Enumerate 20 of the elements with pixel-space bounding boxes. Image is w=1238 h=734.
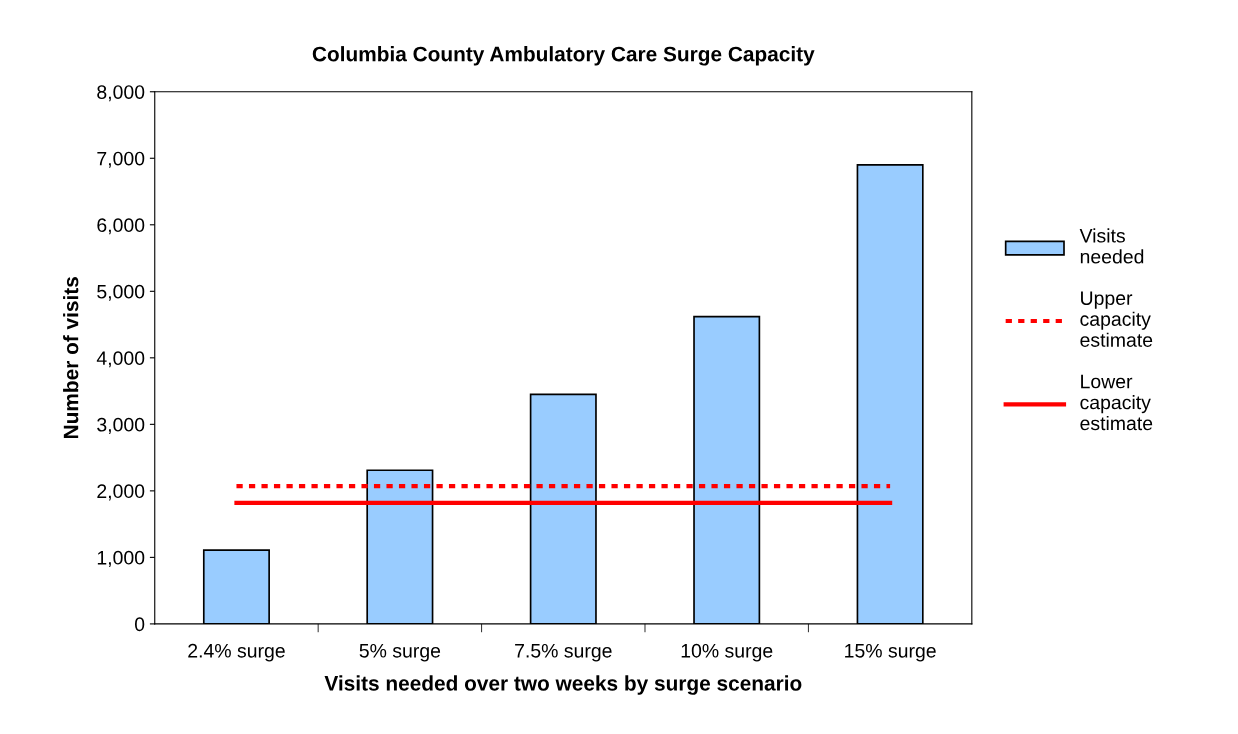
y-tick-label: 2,000 xyxy=(97,484,145,501)
legend-label: Visits needed xyxy=(1079,228,1144,264)
x-tick-label: 5% surge xyxy=(359,643,441,662)
x-tick-label: 7.5% surge xyxy=(515,643,612,662)
y-tick-label: 6,000 xyxy=(97,218,145,235)
y-tick-label: 3,000 xyxy=(97,417,145,434)
x-tick-label: 2.4% surge xyxy=(188,643,285,662)
x-tick-label: 10% surge xyxy=(681,643,773,662)
y-tick-label: 5,000 xyxy=(97,284,145,301)
y-tick-label: 0 xyxy=(134,617,145,632)
y-axis-title: Number of visits xyxy=(63,277,79,439)
legend-label: Lower capacity estimate xyxy=(1080,374,1153,431)
y-tick-label: 7,000 xyxy=(97,151,145,168)
y-tick-label: 8,000 xyxy=(97,85,145,102)
x-tick-label: 15% surge xyxy=(845,643,936,662)
y-tick-label: 4,000 xyxy=(96,351,145,368)
x-axis-title: Visits needed over two weeks by surge scenario xyxy=(324,675,802,695)
y-tick-label: 1,000 xyxy=(97,550,145,567)
chart-title: Columbia County Ambulatory Care Surge Capacity xyxy=(312,46,815,66)
legend-label: Upper capacity estimate xyxy=(1080,291,1153,347)
